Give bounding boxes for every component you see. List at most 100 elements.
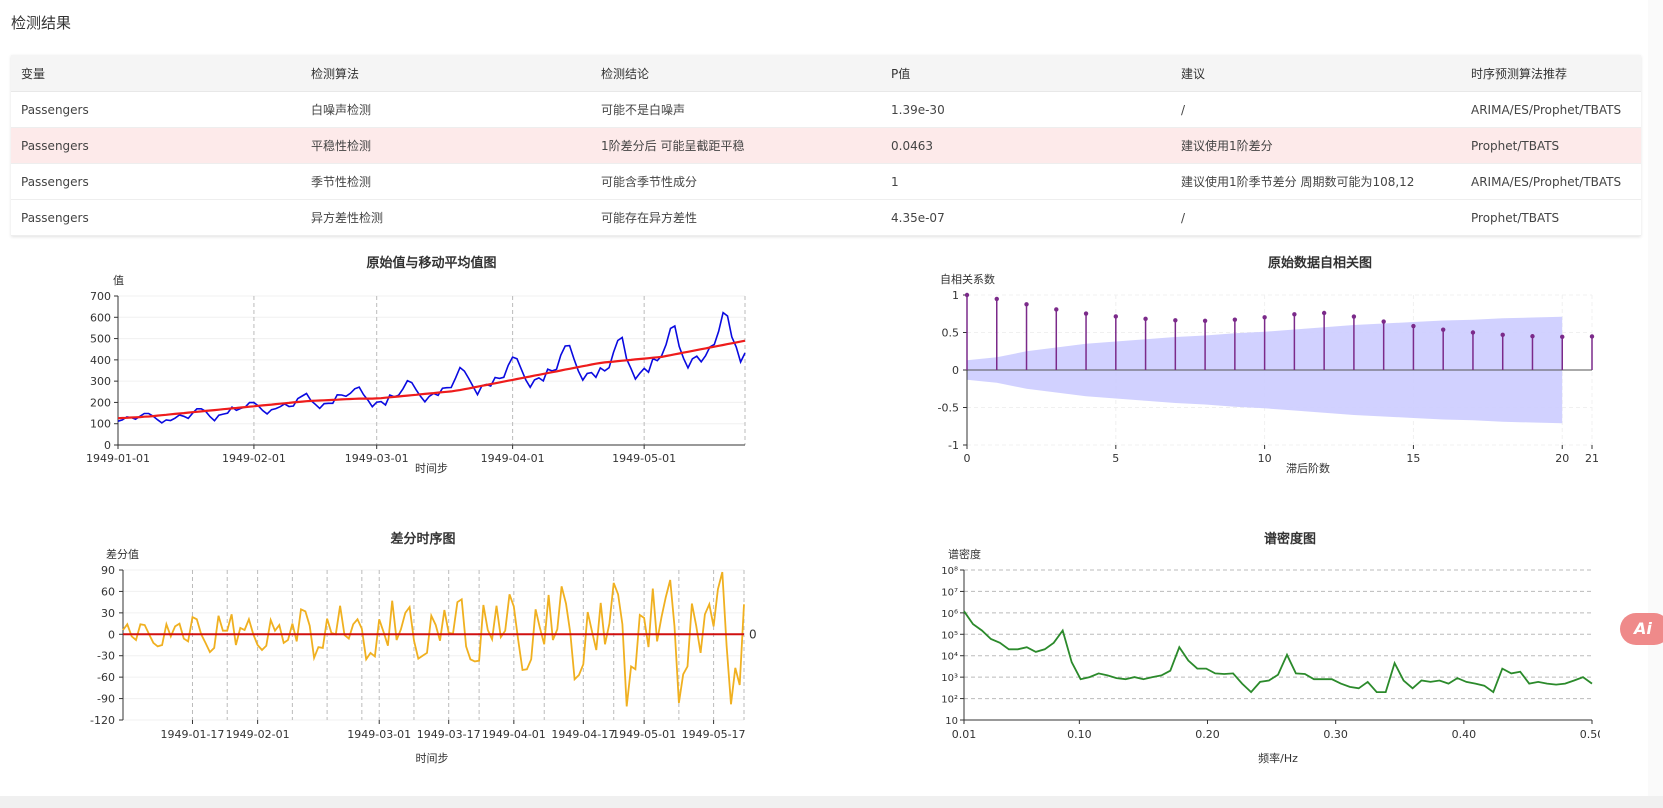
acf-point: [1113, 314, 1119, 319]
y-tick-label: -90: [97, 693, 115, 706]
x-tick-label: 1949-04-01: [481, 452, 545, 465]
vertical-scrollbar[interactable]: [1648, 0, 1663, 796]
y-tick-label: -30: [97, 650, 115, 663]
y-tick-label: 0: [952, 364, 959, 377]
x-tick-label: 21: [1585, 452, 1599, 465]
cell-suggestion: /: [1171, 91, 1461, 128]
acf-point: [1083, 311, 1089, 316]
cell-pvalue: 1.39e-30: [881, 91, 1171, 128]
x-tick-label: 1949-05-01: [612, 452, 676, 465]
y-tick-label: 700: [90, 290, 111, 303]
acf-point: [1589, 334, 1595, 339]
y-tick-label: 200: [90, 396, 111, 409]
x-tick-label: 1949-04-17: [551, 728, 615, 741]
cell-pvalue: 1: [881, 163, 1171, 200]
table-row[interactable]: Passengers 白噪声检测 可能不是白噪声 1.39e-30 / ARIM…: [11, 91, 1641, 128]
chart-title: 差分时序图: [390, 531, 455, 547]
y-tick-label: 10³: [941, 673, 958, 684]
spectral-density-line: [963, 610, 1593, 694]
y-axis-label: 值: [113, 274, 124, 287]
cell-conclusion: 1阶差分后 可能呈截距平稳: [591, 127, 881, 164]
y-tick-label: 500: [90, 333, 111, 346]
y-tick-label: 10⁶: [941, 609, 958, 620]
y-tick-label: 300: [90, 375, 111, 388]
y-tick-label: 1: [952, 289, 959, 302]
acf-point: [1411, 323, 1416, 329]
acf-point: [1292, 312, 1297, 317]
cell-suggestion: 建议使用1阶差分: [1171, 127, 1461, 164]
y-tick-label: 0: [104, 439, 111, 452]
acf-point: [964, 292, 970, 298]
cell-algorithm: 异方差性检测: [301, 199, 591, 236]
x-tick-label: 0.40: [1452, 728, 1477, 741]
cell-pvalue: 4.35e-07: [881, 199, 1171, 236]
acf-point: [1470, 330, 1476, 335]
zero-line-label: 0: [749, 627, 757, 641]
diff-value-line: [122, 571, 745, 707]
cell-variable: Passengers: [11, 199, 301, 236]
chart-title: 原始数据自相关图: [1268, 255, 1372, 271]
x-axis-label: 滞后阶数: [1286, 461, 1330, 475]
ai-assistant-button[interactable]: Ai: [1620, 613, 1663, 645]
cell-recommendation: Prophet/TBATS: [1461, 199, 1641, 236]
y-tick-label: 10²: [941, 695, 958, 706]
cell-pvalue: 0.0463: [881, 127, 1171, 164]
y-tick-label: 10⁸: [941, 566, 958, 577]
cell-recommendation: ARIMA/ES/Prophet/TBATS: [1461, 91, 1641, 128]
y-tick-label: 0: [108, 628, 115, 641]
col-header-pvalue: P值: [881, 55, 1171, 92]
y-tick-label: -120: [90, 714, 115, 727]
cell-algorithm: 白噪声检测: [301, 91, 591, 128]
col-header-conclusion: 检测结论: [591, 55, 881, 92]
results-table: 变量 检测算法 检测结论 P值 建议 时序预测算法推荐 Passengers 白…: [11, 55, 1641, 236]
cell-algorithm: 平稳性检测: [301, 127, 591, 164]
y-tick-label: 10⁴: [941, 652, 958, 663]
horizontal-scrollbar[interactable]: [0, 796, 1663, 808]
x-tick-label: 1949-03-17: [417, 728, 481, 741]
acf-point: [1173, 318, 1178, 323]
x-tick-label: 1949-01-17: [161, 728, 225, 741]
col-header-algorithm: 检测算法: [301, 55, 591, 92]
cell-recommendation: ARIMA/ES/Prophet/TBATS: [1461, 163, 1641, 200]
x-tick-label: 1949-02-01: [222, 452, 286, 465]
y-tick-label: 600: [90, 311, 111, 324]
acf-point: [1262, 315, 1267, 320]
acf-point: [1143, 316, 1148, 322]
chart-title: 谱密度图: [1264, 531, 1316, 547]
y-axis-label: 谱密度: [948, 547, 981, 561]
cell-variable: Passengers: [11, 127, 301, 164]
x-tick-label: 0.30: [1323, 728, 1348, 741]
acf-point: [1202, 318, 1208, 323]
y-tick-label: 10⁵: [941, 630, 958, 641]
cell-conclusion: 可能不是白噪声: [591, 91, 881, 128]
acf-point: [1440, 327, 1446, 332]
acf-point: [1560, 334, 1565, 340]
cell-recommendation: Prophet/TBATS: [1461, 127, 1641, 164]
table-row[interactable]: Passengers 平稳性检测 1阶差分后 可能呈截距平稳 0.0463 建议…: [11, 127, 1641, 164]
acf-point: [1232, 317, 1238, 322]
y-tick-label: 0.5: [942, 327, 960, 340]
col-header-suggestion: 建议: [1171, 55, 1461, 92]
x-tick-label: 0.50: [1580, 728, 1600, 741]
cell-variable: Passengers: [11, 163, 301, 200]
table-header-row: 变量 检测算法 检测结论 P值 建议 时序预测算法推荐: [11, 55, 1641, 92]
cell-variable: Passengers: [11, 91, 301, 128]
x-tick-label: 1949-02-01: [226, 728, 290, 741]
y-tick-label: -1: [948, 439, 959, 452]
x-tick-label: 1949-03-01: [347, 728, 411, 741]
x-tick-label: 20: [1555, 452, 1569, 465]
y-tick-label: -0.5: [938, 402, 959, 415]
table-row[interactable]: Passengers 季节性检测 可能含季节性成分 1 建议使用1阶季节差分 周…: [11, 163, 1641, 200]
acf-point: [1321, 310, 1327, 316]
col-header-variable: 变量: [11, 55, 301, 92]
acf-point: [1351, 314, 1357, 319]
x-tick-label: 1949-05-01: [612, 728, 676, 741]
table-row[interactable]: Passengers 异方差性检测 可能存在异方差性 4.35e-07 / Pr…: [11, 199, 1641, 236]
col-header-recommendation: 时序预测算法推荐: [1461, 55, 1641, 92]
y-axis-label: 差分值: [106, 547, 139, 561]
acf-point: [1054, 307, 1059, 312]
x-tick-label: 0.10: [1067, 728, 1092, 741]
raw-value-line: [117, 311, 746, 424]
